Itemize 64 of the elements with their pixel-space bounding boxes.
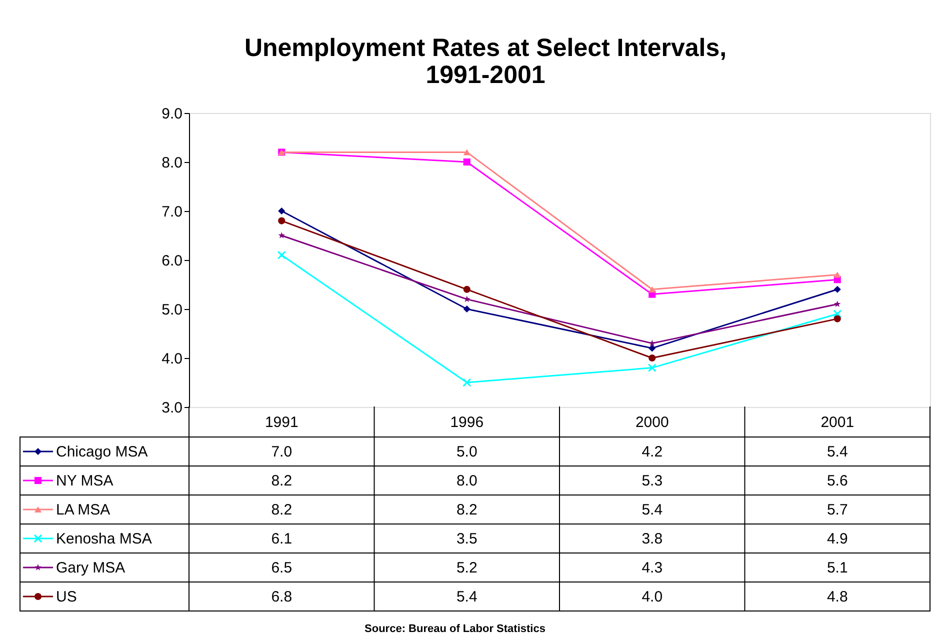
data-label: 5.2 [456,560,478,576]
data-label: 4.9 [826,530,848,548]
data-label: 4.8 [826,588,848,606]
point [833,310,842,318]
data-label: 4.2 [642,444,663,460]
data-label: 6.1 [271,530,292,548]
data-label: 4.0 [642,588,663,606]
y-tick-label: 3.0 [162,400,182,416]
data-label: 5.7 [826,502,848,518]
point [463,158,470,166]
data-label: 8.2 [271,472,292,490]
data-label: 5.0 [456,444,478,460]
legend-label: LA MSA [56,502,110,518]
point [648,344,656,352]
point [463,286,470,293]
legend-label: Gary MSA [56,560,126,576]
data-label: 7.0 [271,444,292,460]
data-label: 5.3 [642,472,663,490]
point [648,354,656,362]
point [278,232,285,238]
data-label: 3.5 [456,530,478,548]
point [278,207,286,215]
y-tick-label: 4.0 [162,350,182,368]
point [463,149,470,156]
y-tick-label: 5.0 [162,302,182,318]
point [648,286,656,292]
point [464,296,470,302]
y-tick-label: 9.0 [162,106,182,122]
point [648,340,656,346]
x-tick-label: 2001 [820,414,854,431]
point [834,286,841,293]
data-label: 8.2 [456,502,478,518]
x-tick-label: 1996 [450,414,484,431]
data-label: 5.1 [826,560,848,576]
point [834,300,841,307]
data-label: 5.4 [826,444,848,460]
data-label: 8.2 [271,502,292,518]
legend-label: Kenosha MSA [56,530,152,548]
point [278,217,286,224]
text: 1991-2001 [426,61,546,89]
point [834,272,841,278]
data-label: 5.6 [826,472,848,490]
point [463,305,470,313]
data-label: 6.8 [271,588,292,606]
data-label: 5.4 [456,588,478,606]
point [648,364,656,372]
source-note: Source: Bureau of Labor Statistics [364,623,546,635]
point [834,315,841,322]
y-tick-label: 7.0 [162,204,182,220]
data-label: 6.5 [271,560,292,576]
y-tick-label: 8.0 [162,154,182,172]
y-tick-label: 6.0 [162,252,182,270]
point [462,378,472,387]
point [277,250,286,260]
text: Unemployment Rates at Select Intervals, [244,34,727,62]
legend-label: US [56,588,77,606]
data-label: 4.3 [642,560,663,576]
data-label: 8.0 [456,472,478,490]
legend-label: Chicago MSA [56,444,148,460]
x-tick-label: 1991 [264,414,298,431]
data-label: 5.4 [642,502,663,518]
legend-label: NY MSA [56,472,114,490]
x-tick-label: 2000 [635,414,669,431]
data-label: 3.8 [642,530,663,548]
